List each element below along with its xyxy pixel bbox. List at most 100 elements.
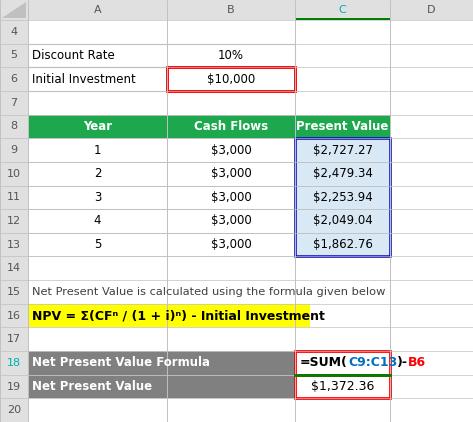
Text: 4: 4 — [94, 214, 101, 227]
Bar — [0, 0, 473, 20]
Text: $3,000: $3,000 — [210, 191, 251, 204]
Text: $2,253.94: $2,253.94 — [313, 191, 372, 204]
Text: 4: 4 — [10, 27, 18, 37]
Polygon shape — [2, 2, 26, 18]
Bar — [28, 115, 473, 138]
Bar — [295, 138, 390, 162]
Text: Year: Year — [83, 120, 112, 133]
Text: $2,727.27: $2,727.27 — [313, 143, 373, 157]
Bar — [28, 162, 167, 186]
Text: 18: 18 — [7, 358, 21, 368]
Bar — [167, 67, 295, 91]
Bar — [167, 138, 295, 162]
Text: $10,000: $10,000 — [207, 73, 255, 86]
Text: A: A — [94, 5, 101, 15]
Bar — [295, 209, 390, 233]
Bar — [28, 280, 473, 304]
Bar — [28, 304, 310, 327]
Text: Net Present Value Formula: Net Present Value Formula — [32, 357, 210, 369]
Bar — [28, 43, 473, 67]
Bar — [28, 375, 473, 398]
Text: $3,000: $3,000 — [210, 143, 251, 157]
Bar — [295, 115, 390, 138]
Text: 10%: 10% — [218, 49, 244, 62]
Text: 8: 8 — [10, 122, 18, 131]
Bar — [167, 115, 295, 138]
Text: C: C — [339, 5, 346, 15]
Bar — [28, 186, 167, 209]
Bar — [28, 67, 473, 91]
Bar — [295, 18, 390, 20]
Text: 5: 5 — [10, 51, 18, 60]
Bar — [28, 138, 167, 162]
Bar — [167, 233, 295, 257]
Bar — [28, 162, 473, 186]
Text: 6: 6 — [10, 74, 18, 84]
Text: =SUM(: =SUM( — [300, 357, 348, 369]
Bar — [167, 209, 295, 233]
Bar — [0, 20, 28, 422]
Text: Cash Flows: Cash Flows — [194, 120, 268, 133]
Bar — [295, 209, 390, 233]
Text: 2: 2 — [94, 167, 101, 180]
Bar — [295, 162, 390, 186]
Bar — [28, 351, 295, 375]
Bar — [167, 186, 295, 209]
Text: 19: 19 — [7, 381, 21, 392]
Text: 11: 11 — [7, 192, 21, 203]
Bar — [295, 186, 390, 209]
Bar — [295, 233, 390, 257]
Text: $3,000: $3,000 — [210, 238, 251, 251]
Bar — [28, 209, 473, 233]
Text: $3,000: $3,000 — [210, 167, 251, 180]
Text: 13: 13 — [7, 240, 21, 250]
Bar — [28, 233, 473, 257]
Bar — [295, 186, 390, 209]
Text: 15: 15 — [7, 287, 21, 297]
Bar — [28, 351, 473, 375]
Text: Initial Investment: Initial Investment — [32, 73, 136, 86]
Bar — [28, 138, 473, 162]
Text: NPV = Σ(CFⁿ / (1 + i)ⁿ) - Initial Investment: NPV = Σ(CFⁿ / (1 + i)ⁿ) - Initial Invest… — [32, 309, 325, 322]
Bar — [295, 115, 390, 138]
Text: B6: B6 — [408, 357, 426, 369]
Bar — [28, 375, 295, 398]
Bar — [295, 138, 390, 162]
Text: 20: 20 — [7, 405, 21, 415]
Text: 10: 10 — [7, 169, 21, 179]
Bar — [295, 351, 390, 375]
Text: C9:C13: C9:C13 — [348, 357, 397, 369]
Bar — [28, 115, 167, 138]
Text: $1,372.36: $1,372.36 — [311, 380, 374, 393]
Text: Net Present Value: Net Present Value — [32, 380, 152, 393]
Bar — [295, 375, 390, 398]
Text: $2,049.04: $2,049.04 — [313, 214, 372, 227]
Text: 12: 12 — [7, 216, 21, 226]
Bar — [295, 233, 390, 257]
Bar — [28, 351, 295, 375]
Bar — [295, 138, 390, 257]
Text: Discount Rate: Discount Rate — [32, 49, 115, 62]
Bar — [28, 327, 473, 351]
Text: 17: 17 — [7, 334, 21, 344]
Text: D: D — [427, 5, 436, 15]
Text: $1,862.76: $1,862.76 — [313, 238, 372, 251]
Bar — [28, 304, 473, 327]
Text: 16: 16 — [7, 311, 21, 321]
Text: 14: 14 — [7, 263, 21, 273]
Bar — [295, 162, 390, 186]
Bar — [28, 115, 167, 138]
Text: )-: )- — [397, 357, 408, 369]
Bar — [28, 233, 167, 257]
Bar — [28, 209, 167, 233]
Text: B: B — [227, 5, 235, 15]
Text: Present Value: Present Value — [296, 120, 389, 133]
Bar — [28, 257, 473, 280]
Bar — [28, 398, 473, 422]
Text: 7: 7 — [10, 98, 18, 108]
Bar — [167, 115, 295, 138]
Bar — [28, 91, 473, 115]
Text: 3: 3 — [94, 191, 101, 204]
Bar — [28, 375, 295, 398]
Bar — [28, 43, 295, 67]
